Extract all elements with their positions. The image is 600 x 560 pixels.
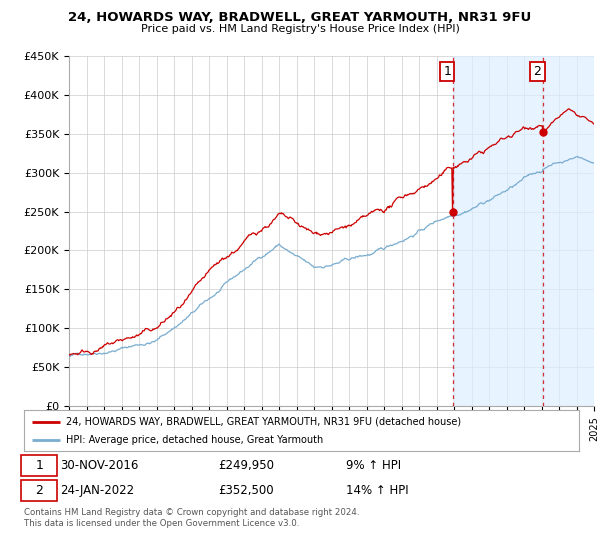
Text: 24, HOWARDS WAY, BRADWELL, GREAT YARMOUTH, NR31 9FU (detached house): 24, HOWARDS WAY, BRADWELL, GREAT YARMOUT…	[65, 417, 461, 427]
FancyBboxPatch shape	[21, 455, 58, 476]
Text: 2: 2	[35, 484, 43, 497]
Text: 2: 2	[533, 65, 541, 78]
Text: 14% ↑ HPI: 14% ↑ HPI	[346, 484, 409, 497]
Text: £352,500: £352,500	[218, 484, 274, 497]
Text: 24-JAN-2022: 24-JAN-2022	[60, 484, 134, 497]
Text: 24, HOWARDS WAY, BRADWELL, GREAT YARMOUTH, NR31 9FU: 24, HOWARDS WAY, BRADWELL, GREAT YARMOUT…	[68, 11, 532, 24]
Text: Contains HM Land Registry data © Crown copyright and database right 2024.
This d: Contains HM Land Registry data © Crown c…	[24, 508, 359, 528]
Text: 9% ↑ HPI: 9% ↑ HPI	[346, 459, 401, 472]
Text: 1: 1	[443, 65, 451, 78]
Text: Price paid vs. HM Land Registry's House Price Index (HPI): Price paid vs. HM Land Registry's House …	[140, 24, 460, 34]
Bar	[452, 56, 594, 406]
Text: HPI: Average price, detached house, Great Yarmouth: HPI: Average price, detached house, Grea…	[65, 435, 323, 445]
FancyBboxPatch shape	[21, 480, 58, 501]
Text: £249,950: £249,950	[218, 459, 274, 472]
Text: 30-NOV-2016: 30-NOV-2016	[60, 459, 139, 472]
Bar	[543, 56, 594, 406]
Text: 1: 1	[35, 459, 43, 472]
